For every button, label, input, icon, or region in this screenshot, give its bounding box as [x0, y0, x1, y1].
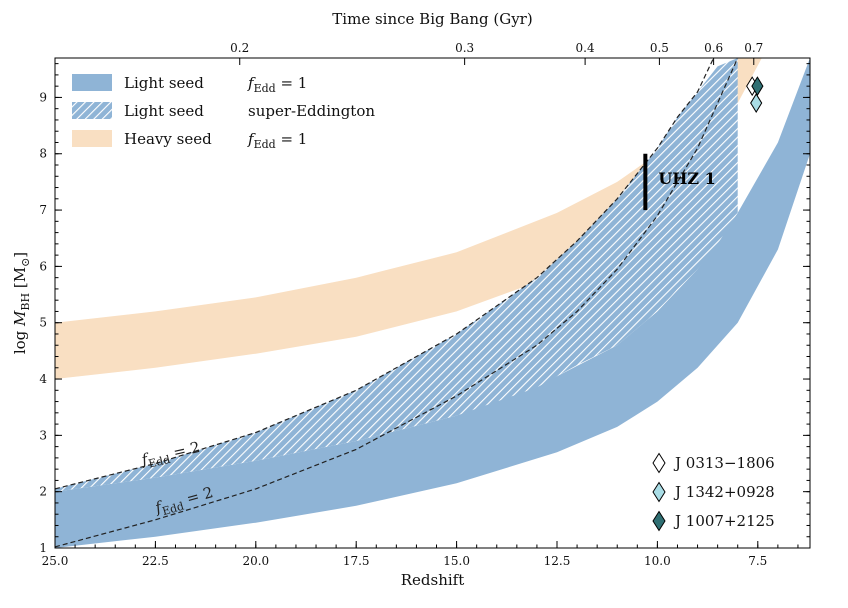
y-tick-label: 9 — [39, 90, 47, 104]
y-axis-label-unit: [M — [11, 267, 29, 293]
y-axis-label-end: ] — [11, 252, 29, 258]
band-0 — [55, 58, 810, 548]
uhz1-marker-group: UHZ 1 — [643, 153, 716, 211]
top-tick-label: 0.3 — [455, 41, 474, 55]
qso-legend-marker-2 — [652, 510, 666, 532]
y-tick-label: 1 — [39, 541, 47, 555]
top-tick-label: 0.5 — [650, 41, 669, 55]
y-tick-label: 8 — [39, 147, 47, 161]
quasar-points — [746, 76, 764, 114]
legend-param-f: f — [247, 130, 256, 148]
qso-legend-marker-1 — [652, 481, 666, 503]
x-tick-label: 12.5 — [544, 554, 571, 568]
legend-param-0: fEdd = 1 — [247, 74, 307, 95]
legend-param-2: fEdd = 1 — [247, 130, 307, 151]
uhz1-label: UHZ 1 — [658, 169, 715, 188]
legend-param-1: super-Eddington — [248, 102, 375, 120]
y-tick-label: 7 — [39, 203, 47, 217]
curve-label-sub: Edd — [161, 500, 186, 519]
y-tick-label: 6 — [39, 259, 47, 273]
top-tick-label: 0.2 — [230, 41, 249, 55]
data-bands — [55, 58, 810, 548]
y-tick-label: 2 — [39, 485, 47, 499]
legend-param-sub: Edd — [254, 82, 276, 95]
legend-swatch-1 — [72, 102, 112, 119]
qso-legend-label-1: J 1342+0928 — [673, 483, 775, 501]
top-axis-label: Time since Big Bang (Gyr) — [332, 10, 532, 28]
y-axis-label-sub: BH — [19, 293, 32, 311]
y-axis-label-sun: ⊙ — [19, 258, 32, 267]
hatched-band-1 — [55, 58, 738, 492]
quasar-legend: J 0313−1806 J 1342+0928 J 1007+2125 — [652, 452, 775, 532]
quasar-point-2 — [751, 76, 764, 97]
qso-legend-label-2: J 1007+2125 — [673, 512, 775, 530]
curve-label-sub: Edd — [147, 453, 171, 471]
legend-param-rest: = 1 — [276, 74, 308, 92]
y-tick-label: 4 — [39, 372, 47, 386]
quasar-point-1 — [750, 93, 763, 114]
legend-param-f: f — [247, 74, 256, 92]
x-tick-label: 20.0 — [242, 554, 269, 568]
legend-label-1: Light seed — [124, 102, 204, 120]
qso-legend-label-0: J 0313−1806 — [673, 454, 775, 472]
axis-ticks: 25.0 22.5 20.0 17.5 15.0 12.5 10.0 7.5 1 2 3 4 5 6 7 8 9… — [39, 41, 810, 568]
x-tick-label: 25.0 — [42, 554, 69, 568]
qso-legend-marker-0 — [652, 452, 666, 474]
legend-param-sub: Edd — [254, 138, 276, 151]
plot-frame — [54, 57, 811, 549]
y-axis-label-m: M — [11, 310, 29, 327]
x-tick-label: 7.5 — [748, 554, 767, 568]
top-tick-label: 0.4 — [576, 41, 595, 55]
y-axis-label-log: log — [11, 326, 29, 354]
legend-label-2: Heavy seed — [124, 130, 212, 148]
y-tick-label: 5 — [39, 316, 47, 330]
y-axis-label: log MBH [M⊙] — [11, 252, 32, 354]
x-tick-label: 17.5 — [343, 554, 370, 568]
legend-param-rest: = 1 — [276, 130, 308, 148]
x-tick-label: 10.0 — [644, 554, 671, 568]
x-tick-label: 22.5 — [142, 554, 169, 568]
top-tick-label: 0.7 — [744, 41, 763, 55]
x-axis-label: Redshift — [401, 571, 465, 589]
legend-swatch-2 — [72, 130, 112, 147]
x-tick-label: 15.0 — [443, 554, 470, 568]
top-tick-label: 0.6 — [704, 41, 723, 55]
y-tick-label: 3 — [39, 428, 47, 442]
legend-label-0: Light seed — [124, 74, 204, 92]
legend-swatch-0 — [72, 74, 112, 91]
